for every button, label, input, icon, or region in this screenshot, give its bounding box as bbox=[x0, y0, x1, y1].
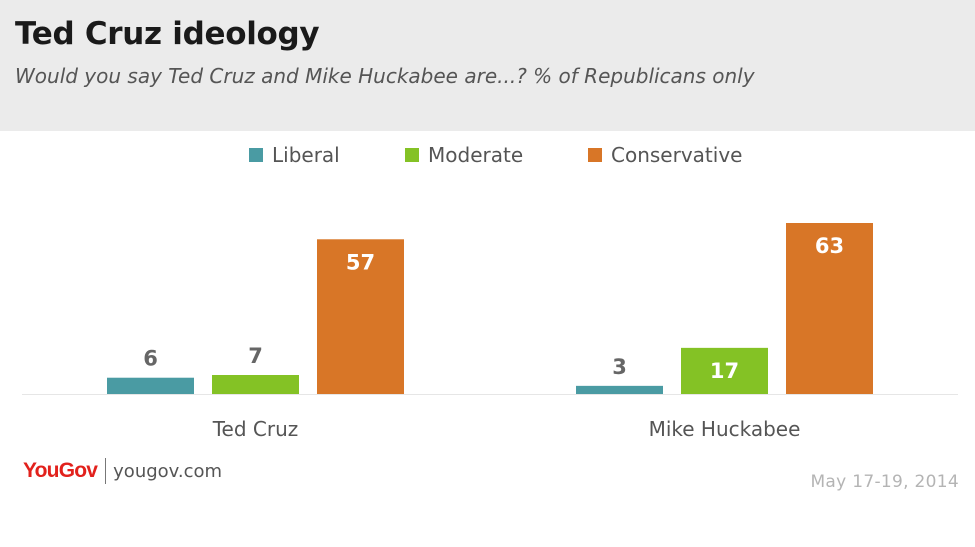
yougov-brand: YouGov bbox=[23, 459, 98, 482]
data-label-liberal-ted-cruz: 6 bbox=[143, 347, 158, 371]
category-label-ted-cruz: Ted Cruz bbox=[212, 417, 299, 441]
category-label-mike-huckabee: Mike Huckabee bbox=[649, 417, 801, 441]
legend-item-moderate: Moderate bbox=[405, 142, 523, 168]
legend-item-conservative: Conservative bbox=[588, 142, 742, 168]
bar-conservative-ted-cruz bbox=[317, 239, 404, 394]
data-label-moderate-mike-huckabee: 17 bbox=[710, 359, 739, 383]
data-label-liberal-mike-huckabee: 3 bbox=[612, 355, 627, 379]
chart-title: Ted Cruz ideology bbox=[15, 16, 320, 52]
chart-header: Ted Cruz ideology Would you say Ted Cruz… bbox=[0, 0, 975, 131]
data-label-moderate-ted-cruz: 7 bbox=[248, 344, 263, 368]
bar-liberal-mike-huckabee bbox=[576, 385, 663, 394]
survey-date: May 17-19, 2014 bbox=[810, 472, 959, 492]
legend-label-conservative: Conservative bbox=[611, 143, 743, 167]
logo-divider bbox=[105, 458, 107, 484]
legend-swatch-conservative bbox=[588, 148, 602, 162]
yougov-url: yougov.com bbox=[113, 460, 223, 482]
bar-liberal-ted-cruz bbox=[107, 377, 194, 394]
yougov-logo: YouGov yougov.com bbox=[23, 458, 222, 484]
data-label-conservative-mike-huckabee: 63 bbox=[815, 234, 844, 258]
legend-label-liberal: Liberal bbox=[272, 143, 340, 167]
bar-moderate-mike-huckabee bbox=[681, 347, 768, 394]
legend-swatch-liberal bbox=[249, 148, 263, 162]
data-label-conservative-ted-cruz: 57 bbox=[346, 250, 375, 274]
bar-conservative-mike-huckabee bbox=[786, 223, 873, 394]
bar-moderate-ted-cruz bbox=[212, 375, 299, 394]
chart-legend: Liberal Moderate Conservative bbox=[0, 140, 975, 170]
legend-item-liberal: Liberal bbox=[249, 142, 340, 168]
legend-swatch-moderate bbox=[405, 148, 419, 162]
legend-label-moderate: Moderate bbox=[428, 143, 524, 167]
chart-subtitle: Would you say Ted Cruz and Mike Huckabee… bbox=[15, 64, 755, 88]
